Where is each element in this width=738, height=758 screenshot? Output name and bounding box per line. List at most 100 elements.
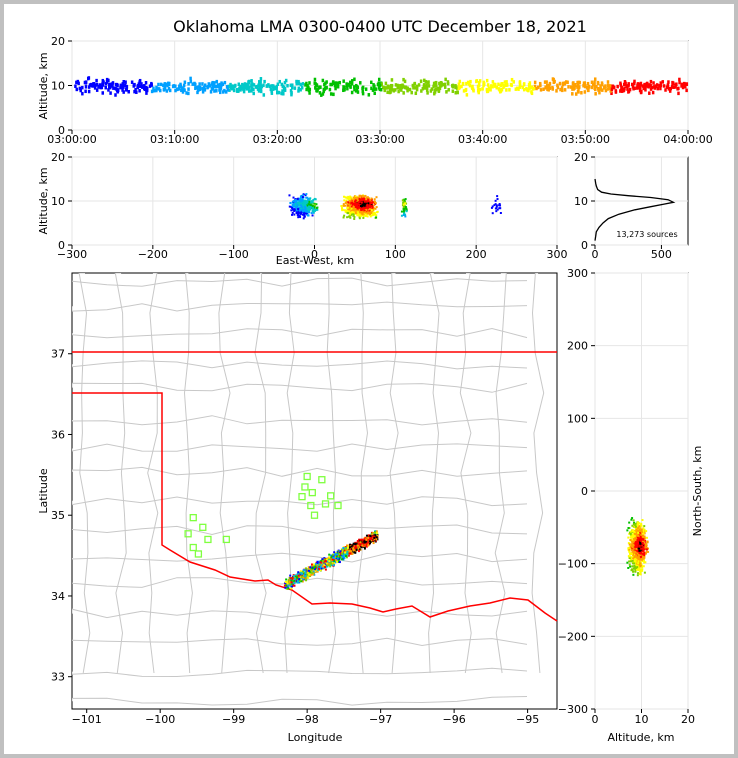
ew-source (303, 213, 306, 216)
ew-source (302, 200, 305, 203)
ew-source (353, 202, 356, 205)
lma-station-marker (301, 483, 309, 491)
ew-source (405, 207, 408, 210)
time-height-source (426, 91, 429, 95)
plan-view-source (352, 542, 355, 545)
ns-source (639, 554, 642, 557)
time-height-source (477, 81, 481, 85)
ew-source (375, 196, 378, 199)
ns-source (628, 532, 631, 535)
plan-view-source (372, 539, 375, 542)
time-height-source (284, 78, 288, 83)
ns-source (641, 543, 644, 546)
time-height-source (659, 83, 663, 88)
time-height-source (209, 90, 213, 94)
time-height-source (415, 84, 419, 89)
ew-source (360, 209, 363, 212)
time-height-source (469, 79, 472, 84)
ns-source (628, 548, 631, 551)
time-height-source (481, 87, 484, 91)
longitude-tick-label: −98 (296, 713, 319, 726)
plan-view-source (309, 566, 312, 569)
plan-view-source (354, 543, 357, 546)
time-height-source (410, 90, 413, 95)
time-height-source (122, 90, 125, 94)
ns-source (630, 544, 633, 547)
time-height-source (625, 84, 628, 89)
ns-source (637, 522, 640, 525)
ns-source (641, 544, 644, 547)
time-height-source (237, 82, 241, 87)
time-height-source (367, 93, 371, 97)
plan-view-source (323, 557, 326, 560)
ew-source (348, 213, 351, 216)
plan-view-source (328, 556, 331, 559)
ew-source (350, 207, 353, 210)
plan-view-source (363, 541, 366, 544)
ew-y-tick-label: 0 (58, 239, 65, 252)
time-height-source (252, 91, 255, 96)
ns-source (634, 533, 637, 536)
time-height-source (379, 87, 383, 92)
plan-view-source (287, 587, 290, 590)
time-height-source (439, 80, 443, 85)
ew-source (369, 201, 372, 204)
ew-source (495, 210, 498, 213)
plan-view-source (357, 540, 360, 543)
plan-view-source (342, 557, 345, 560)
ns-source (635, 547, 638, 550)
time-height-source (606, 83, 610, 88)
county-line (183, 273, 193, 674)
time-height-source (328, 87, 332, 92)
plan-view-source (304, 578, 307, 581)
lma-station-marker (222, 535, 230, 544)
county-line (428, 273, 440, 674)
ns-source (633, 535, 636, 538)
plan-view-source (361, 538, 364, 541)
time-height-source (620, 89, 624, 93)
ew-source (352, 196, 355, 199)
plan-view-source (352, 545, 355, 548)
ns-source (647, 547, 650, 550)
plan-view-source (291, 577, 294, 580)
ew-source (288, 205, 291, 208)
time-height-source (89, 82, 93, 87)
ns-source (632, 573, 635, 576)
ns-source (630, 569, 633, 572)
time-height-source (361, 89, 365, 94)
ew-source (363, 209, 366, 212)
ns-source (639, 532, 642, 535)
ns-source (626, 529, 629, 532)
ew-source (314, 208, 317, 211)
ew-source (306, 206, 309, 209)
time-height-source (359, 81, 362, 85)
time-height-source (485, 87, 489, 92)
plan-view-source (314, 568, 317, 571)
plan-view-source (334, 554, 337, 557)
plan-view-source (328, 560, 331, 563)
ew-source (299, 209, 302, 212)
ew-source (362, 202, 365, 205)
time-height-source (336, 84, 340, 89)
ns-source (636, 549, 639, 552)
time-height-source (443, 82, 447, 87)
state-border (72, 392, 558, 622)
time-height-source (159, 82, 163, 87)
plan-view-source (361, 544, 364, 547)
time-height-source (139, 84, 142, 88)
time-height-source (354, 89, 358, 93)
ns-source (634, 545, 637, 548)
time-height-source (75, 87, 79, 92)
ew-source (375, 206, 378, 209)
time-height-source (372, 83, 375, 87)
ns-source (638, 558, 641, 561)
time-height-source (269, 87, 273, 92)
ns-source (634, 541, 637, 544)
time-height-source (628, 87, 632, 92)
time-height-source (471, 87, 475, 92)
time-height-source (582, 81, 586, 86)
ns-source (638, 547, 641, 550)
time-height-source (661, 80, 665, 84)
ns-source (627, 542, 630, 545)
time-height-source (370, 80, 373, 85)
